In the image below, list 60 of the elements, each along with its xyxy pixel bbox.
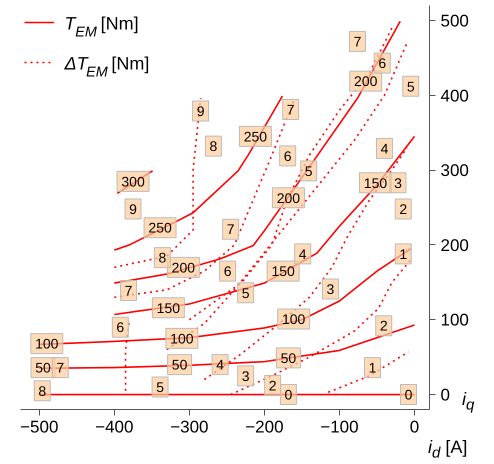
annotation: 5	[406, 78, 415, 94]
y-tick-label: 500	[440, 11, 469, 30]
x-tick-label: −100	[320, 418, 359, 436]
annotation: 200	[172, 259, 196, 276]
annotation: 200	[354, 73, 378, 90]
y-tick-label: 400	[440, 86, 469, 106]
annotation: 4	[298, 246, 307, 262]
annotation: 6	[224, 263, 232, 280]
annotation: 5	[156, 379, 164, 396]
annotation: 3	[242, 368, 250, 384]
annotation: 150	[364, 174, 388, 191]
annotation: 50	[280, 350, 296, 366]
annotation: 7	[56, 360, 64, 376]
annotation: 7	[226, 221, 235, 238]
y-tick-label: 0	[440, 386, 450, 405]
annotation: 100	[170, 330, 194, 346]
annotation: 4	[216, 356, 224, 373]
annotation: 100	[282, 310, 306, 327]
annotation: 6	[116, 319, 124, 336]
annotation: 7	[124, 282, 133, 299]
annotation: 9	[196, 102, 205, 119]
annotation: 2	[380, 318, 388, 334]
annotation: 50	[172, 356, 188, 373]
annotation: 6	[378, 55, 386, 72]
annotation: 250	[148, 220, 172, 236]
annotation: 1	[399, 246, 408, 262]
x-tick-label: 0	[410, 418, 420, 436]
annotation: 1	[368, 360, 377, 376]
x-tick-label: −400	[95, 418, 134, 436]
x-tick-label: −300	[170, 418, 209, 436]
annotation: 150	[156, 300, 180, 316]
y-tick-label: 200	[440, 236, 469, 255]
annotation: 2	[268, 378, 277, 394]
annotation: 4	[380, 140, 389, 156]
y-tick-label: 100	[440, 310, 469, 330]
annotation: 8	[158, 250, 166, 266]
annotation: 8	[209, 138, 218, 154]
annotation: 5	[304, 162, 313, 179]
annotation: 0	[404, 386, 413, 403]
y-tick-label: 300	[440, 161, 469, 180]
annotation: 6	[284, 148, 292, 164]
annotation: 9	[129, 200, 138, 217]
y-axis-title: i$_{q}$	[462, 389, 474, 414]
annotation: 7	[354, 33, 362, 50]
annotation: 3	[394, 174, 402, 191]
annotation: 3	[326, 281, 335, 298]
annotation: 0	[284, 386, 293, 403]
annotation: 2	[399, 200, 408, 217]
annotation: 300	[121, 173, 145, 190]
annotation: 5	[242, 284, 250, 301]
x-tick-label: −500	[20, 418, 58, 436]
annotation: 7	[286, 101, 295, 118]
x-tick-label: −200	[245, 418, 284, 436]
annotation: 50	[35, 360, 52, 376]
annotation: 8	[38, 382, 46, 399]
x-axis-title: i$_{d}$ [A]	[428, 436, 468, 464]
annotation: 150	[271, 263, 296, 280]
annotation: 100	[35, 336, 59, 352]
annotation: 200	[276, 190, 300, 206]
annotation: 250	[244, 128, 268, 144]
